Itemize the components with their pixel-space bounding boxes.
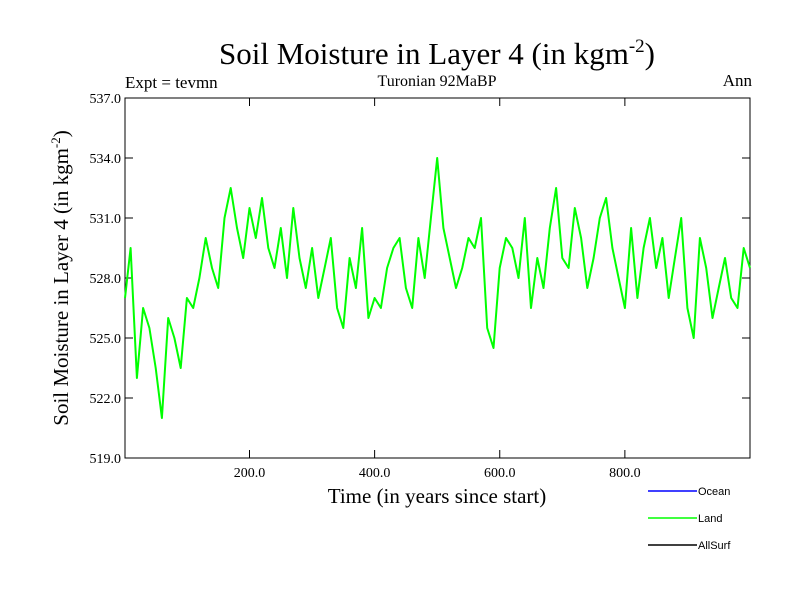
x-tick-label: 600.0	[484, 466, 516, 481]
y-tick-label: 525.0	[90, 332, 122, 347]
chart-title-close: )	[645, 36, 655, 71]
y-tick-label: 537.0	[90, 92, 122, 107]
legend-ocean-label: Ocean	[698, 486, 730, 498]
series-land-line	[124, 157, 751, 419]
chart-title-sup: -2	[629, 36, 645, 57]
subtitle-center: Turonian 92MaBP	[378, 73, 497, 90]
subtitle-left: Expt = tevmn	[125, 73, 218, 92]
chart-title: Soil Moisture in Layer 4 (in kgm-2)	[219, 36, 655, 71]
chart-title-main: Soil Moisture in Layer 4 (in kgm	[219, 36, 629, 71]
y-tick-label: 519.0	[90, 452, 122, 467]
subtitle-right: Ann	[723, 71, 753, 90]
legend: Ocean Land AllSurf	[648, 486, 731, 552]
y-tick-label: 534.0	[90, 152, 122, 167]
legend-allsurf-label: AllSurf	[698, 540, 731, 552]
y-axis-label-close: )	[49, 130, 73, 137]
y-tick-label: 531.0	[90, 212, 122, 227]
x-tick-label: 800.0	[609, 466, 641, 481]
x-tick-label: 400.0	[359, 466, 391, 481]
y-tick-label: 522.0	[90, 392, 122, 407]
x-axis: 200.0 400.0 600.0 800.0	[234, 98, 641, 481]
y-axis: 519.0 522.0 525.0 528.0 531.0 534.0 537.0	[90, 92, 750, 467]
x-axis-label: Time (in years since start)	[328, 484, 547, 508]
y-axis-label: Soil Moisture in Layer 4 (in kgm-2)	[48, 130, 73, 425]
y-axis-label-main: Soil Moisture in Layer 4 (in kgm	[49, 148, 73, 426]
x-tick-label: 200.0	[234, 466, 266, 481]
y-axis-label-sup: -2	[48, 137, 63, 148]
legend-land-label: Land	[698, 513, 722, 525]
y-tick-label: 528.0	[90, 272, 122, 287]
